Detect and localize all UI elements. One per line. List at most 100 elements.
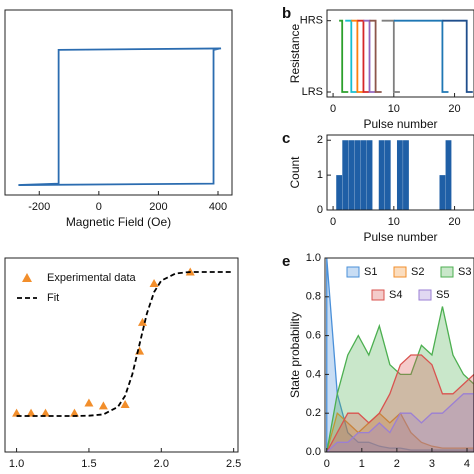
axes-frame [4,9,233,196]
plot-area [339,19,473,93]
x-tick-label: 1 [359,458,365,470]
y-tick-label: 0.0 [306,446,321,458]
legend-swatch [346,266,360,278]
y-axis-label: State probability [288,312,302,398]
data-line [339,19,349,93]
legend-swatch [440,266,454,278]
area [325,393,474,452]
legend-swatch [393,266,407,278]
x-tick-label: 3 [429,458,435,470]
legend-marker [22,273,32,282]
x-tick-label: 10 [388,216,400,228]
x-tick-label: 10 [388,103,400,115]
x-tick-label: 0 [324,458,330,470]
x-tick-label: 2.5 [226,458,241,470]
plot-area [325,258,474,452]
data-line [381,19,400,93]
panel-label: c [282,130,290,147]
legend-label: S1 [364,266,377,278]
x-tick-label: 1.0 [9,458,24,470]
x-axis-label: Magnetic Field (Oe) [66,215,171,229]
x-tick-label: -200 [28,201,50,213]
data-line [363,19,376,93]
axes-frame [326,9,474,98]
panel-label: b [282,5,291,22]
y-tick-label: HRS [300,15,323,27]
data-line [393,19,449,93]
data-line [442,19,473,93]
data-point [98,401,108,410]
data-point [149,278,159,287]
legend-swatch [371,289,385,301]
y-axis-label: Count [288,156,302,189]
panel-label: e [282,253,290,270]
y-axis-label: Resistance [288,24,302,84]
plot-area [336,140,452,210]
x-tick-label: 20 [448,216,460,228]
y-tick-label: 0.4 [306,368,321,380]
bar [384,140,391,210]
legend-label: Experimental data [47,272,137,284]
bar [439,175,446,210]
bar [366,140,373,210]
bar [403,140,409,210]
plot-area [18,47,222,186]
bar [360,140,367,210]
x-tick-label: 2.0 [154,458,169,470]
data-line [18,47,222,186]
x-axis-label: Applied voltage (V) [71,472,172,474]
x-tick-label: 4 [464,458,470,470]
bar [378,140,385,210]
bar [445,140,452,210]
x-axis-label: Pulse number [363,117,437,131]
data-line [351,19,364,93]
axes-frame [4,257,239,453]
y-tick-label: 2 [317,134,323,146]
data-point [12,408,22,417]
y-tick-label: 1 [317,169,323,181]
x-tick-label: 0 [96,201,102,213]
x-tick-label: 1.5 [81,458,96,470]
x-tick-label: 400 [209,201,227,213]
x-tick-label: 0 [330,103,336,115]
y-tick-label: 0.8 [306,291,321,303]
y-tick-label: 0 [317,204,323,216]
y-tick-label: LRS [302,86,323,98]
area [326,354,474,452]
x-tick-label: 2 [394,458,400,470]
bar [396,140,403,210]
axes-frame [326,134,474,211]
plot-area [12,267,234,417]
bar [342,140,349,210]
axes-frame [324,257,474,453]
data-line [16,271,234,417]
data-point [69,408,79,417]
data-point [84,398,94,407]
y-tick-label: 0.2 [306,407,321,419]
legend-swatch [418,289,432,301]
data-line [345,19,358,93]
x-tick-label: 20 [448,103,460,115]
data-point [137,317,147,326]
area [326,306,474,452]
data-line [357,19,370,93]
x-tick-label: 0 [330,216,336,228]
data-point [26,408,36,417]
legend-label: Fit [47,292,59,304]
x-tick-label: 200 [149,201,167,213]
bar [348,140,355,210]
legend-label: S4 [389,289,402,301]
bar [336,175,343,210]
data-line [369,19,382,93]
bar [354,140,361,210]
y-tick-label: 1.0 [306,252,321,264]
legend-label: S2 [411,266,424,278]
legend-label: S3 [458,266,471,278]
x-axis-label: Pulse number [363,230,437,244]
legend-label: S5 [436,289,449,301]
x-axis-label: Applied voltage (V) [359,472,460,474]
area [326,258,474,452]
data-point [120,399,130,408]
y-tick-label: 0.6 [306,330,321,342]
